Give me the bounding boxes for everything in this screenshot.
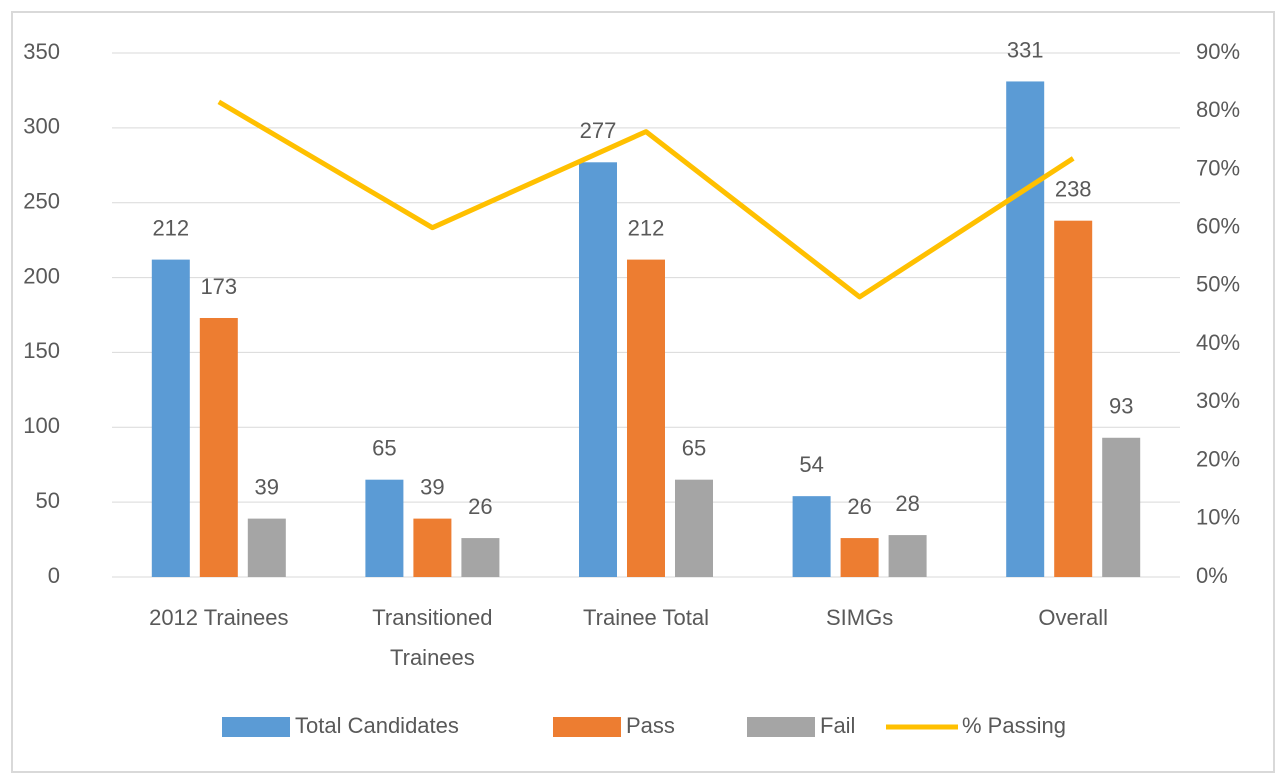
legend-swatch [553, 717, 621, 737]
data-label: 28 [895, 491, 919, 516]
data-label: 331 [1007, 37, 1044, 62]
x-tick-label: Transitioned Trainees [372, 605, 493, 670]
y-tick-label: 200 [23, 263, 60, 288]
bar [151, 259, 190, 577]
x-tick-label-box: SIMGs [825, 605, 894, 630]
y2-tick-label: 60% [1196, 213, 1240, 238]
y2-tick-label: 20% [1196, 446, 1240, 471]
y-tick-label: 250 [23, 189, 60, 214]
legend-swatch [747, 717, 815, 737]
y2-tick-label: 0% [1196, 563, 1228, 588]
data-label: 65 [372, 435, 396, 460]
bar [1102, 437, 1141, 577]
y2-tick-label: 50% [1196, 272, 1240, 297]
bar [199, 317, 238, 577]
data-label: 39 [255, 474, 279, 499]
bar [1006, 81, 1045, 578]
data-label: 173 [200, 274, 237, 299]
data-label: 212 [152, 215, 189, 240]
data-label: 238 [1055, 176, 1092, 201]
y-tick-label: 100 [23, 413, 60, 438]
y-tick-label: 350 [23, 39, 60, 64]
legend-label: Total Candidates [295, 713, 459, 738]
legend-label: Fail [820, 713, 855, 738]
data-label: 212 [628, 215, 665, 240]
bar [247, 518, 286, 577]
y2-tick-label: 70% [1196, 155, 1240, 180]
y2-tick-label: 10% [1196, 505, 1240, 530]
data-label: 26 [468, 494, 492, 519]
bar [579, 162, 617, 577]
legend-label: Pass [626, 713, 675, 738]
y2-tick-label: 30% [1196, 388, 1240, 413]
data-label: 54 [799, 452, 823, 477]
bar [792, 496, 831, 577]
x-tick-label: SIMGs [825, 605, 894, 630]
bar [675, 479, 713, 577]
y-tick-label: 0 [48, 563, 60, 588]
data-label: 277 [580, 118, 617, 143]
data-label: 93 [1109, 394, 1133, 419]
bar [888, 535, 927, 577]
x-tick-label: Overall [1038, 605, 1109, 630]
line-series [217, 99, 1075, 300]
y-tick-label: 300 [23, 114, 60, 139]
x-tick-label: 2012 Trainees [149, 605, 289, 630]
x-tick-label: Trainee Total [583, 605, 709, 630]
legend-swatch [222, 717, 290, 737]
y2-tick-label: 40% [1196, 330, 1240, 355]
data-label: 39 [420, 474, 444, 499]
x-tick-label-box: Trainee Total [583, 605, 709, 630]
bar [413, 518, 452, 577]
y-tick-label: 150 [23, 338, 60, 363]
y2-tick-label: 90% [1196, 39, 1240, 64]
x-tick-label-box: Overall [1038, 605, 1109, 630]
bar [1054, 220, 1093, 577]
bar [627, 259, 665, 577]
bar [365, 479, 404, 577]
y-tick-label: 50 [36, 488, 60, 513]
data-label: 65 [682, 435, 706, 460]
y2-tick-label: 80% [1196, 97, 1240, 122]
legend-label: % Passing [962, 713, 1066, 738]
bar [461, 538, 500, 577]
data-label: 26 [847, 494, 871, 519]
x-tick-label-box: Transitioned Trainees [372, 605, 493, 670]
bar [840, 538, 879, 577]
x-tick-label-box: 2012 Trainees [149, 605, 289, 630]
